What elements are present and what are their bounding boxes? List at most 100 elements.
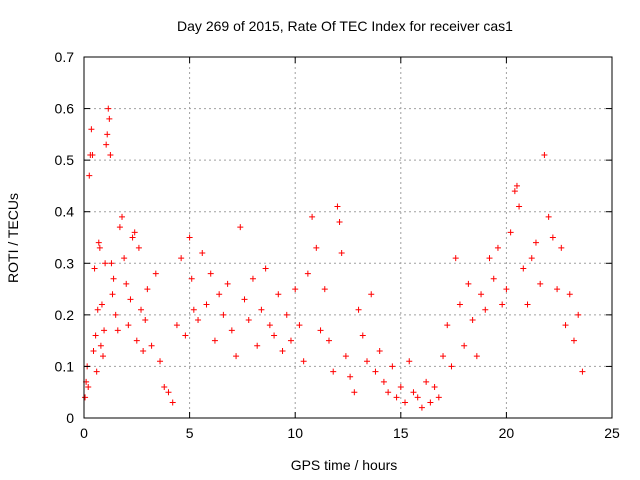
- data-point: [119, 213, 126, 220]
- data-point: [94, 306, 101, 313]
- data-point: [93, 368, 100, 375]
- data-point: [121, 255, 128, 262]
- data-point: [296, 322, 303, 329]
- data-point: [330, 368, 337, 375]
- data-point: [469, 317, 476, 324]
- y-tick-label: 0.6: [55, 101, 75, 117]
- data-point: [579, 368, 586, 375]
- data-point: [499, 301, 506, 308]
- data-point: [190, 306, 197, 313]
- data-point: [482, 306, 489, 313]
- data-point: [104, 131, 111, 138]
- y-tick-label: 0.1: [55, 358, 75, 374]
- data-point: [338, 249, 345, 256]
- data-point: [109, 291, 116, 298]
- data-point: [112, 311, 119, 318]
- data-point: [258, 306, 265, 313]
- data-point: [532, 239, 539, 246]
- data-point: [304, 270, 311, 277]
- plot-frame: [83, 56, 613, 419]
- data-point: [452, 255, 459, 262]
- x-tick-label: 15: [393, 425, 409, 441]
- axes: 0 5 10 15 20 25 0 0.1 0.2 0.3 0.4 0.5 0.6 0.7: [55, 49, 620, 441]
- data-point: [431, 384, 438, 391]
- data-point: [241, 296, 248, 303]
- data-point: [380, 378, 387, 385]
- data-point: [173, 322, 180, 329]
- data-point: [300, 358, 307, 365]
- data-point: [178, 255, 185, 262]
- data-point: [207, 270, 214, 277]
- data-point: [98, 301, 105, 308]
- data-point: [486, 255, 493, 262]
- data-point: [473, 353, 480, 360]
- data-point: [129, 234, 136, 241]
- data-point: [275, 291, 282, 298]
- data-point: [427, 399, 434, 406]
- data-point: [85, 384, 92, 391]
- data-point: [279, 347, 286, 354]
- data-point: [507, 229, 514, 236]
- x-tick-label: 25: [604, 425, 620, 441]
- data-point: [334, 203, 341, 210]
- data-point: [549, 234, 556, 241]
- data-point: [545, 213, 552, 220]
- data-point: [575, 311, 582, 318]
- data-point: [385, 389, 392, 396]
- data-point: [148, 342, 155, 349]
- data-point: [494, 244, 501, 251]
- data-point: [513, 182, 520, 189]
- data-point: [165, 389, 172, 396]
- data-point: [224, 280, 231, 287]
- y-tick-label: 0.3: [55, 255, 75, 271]
- data-point: [144, 286, 151, 293]
- data-point: [368, 291, 375, 298]
- data-point: [91, 265, 98, 272]
- data-point: [127, 296, 134, 303]
- data-point: [110, 275, 117, 282]
- data-point: [321, 286, 328, 293]
- data-point: [188, 275, 195, 282]
- data-point: [108, 260, 115, 267]
- x-tick-label: 5: [186, 425, 194, 441]
- data-point: [142, 317, 149, 324]
- data-point: [266, 322, 273, 329]
- data-point: [249, 275, 256, 282]
- data-point: [410, 389, 417, 396]
- data-point: [220, 311, 227, 318]
- data-point: [89, 151, 96, 158]
- data-point: [562, 322, 569, 329]
- data-point: [440, 353, 447, 360]
- data-points: [82, 105, 586, 411]
- data-point: [418, 404, 425, 411]
- data-point: [199, 249, 206, 256]
- data-point: [105, 105, 112, 112]
- data-point: [92, 332, 99, 339]
- data-point: [309, 213, 316, 220]
- data-point: [558, 244, 565, 251]
- data-point: [203, 301, 210, 308]
- data-point: [101, 327, 108, 334]
- x-axis-label: GPS time / hours: [291, 457, 398, 473]
- data-point: [325, 337, 332, 344]
- data-point: [461, 342, 468, 349]
- data-point: [347, 373, 354, 380]
- data-point: [376, 347, 383, 354]
- data-point: [182, 332, 189, 339]
- data-point: [138, 306, 145, 313]
- data-point: [228, 327, 235, 334]
- data-point: [216, 291, 223, 298]
- data-point: [262, 265, 269, 272]
- y-axis-label: ROTI / TECUs: [5, 193, 21, 283]
- data-point: [490, 275, 497, 282]
- data-point: [195, 317, 202, 324]
- data-point: [123, 280, 130, 287]
- y-tick-label: 0: [66, 410, 74, 426]
- data-point: [423, 378, 430, 385]
- data-point: [351, 389, 358, 396]
- data-point: [541, 151, 548, 158]
- data-point: [233, 353, 240, 360]
- data-point: [528, 255, 535, 262]
- data-point: [100, 353, 107, 360]
